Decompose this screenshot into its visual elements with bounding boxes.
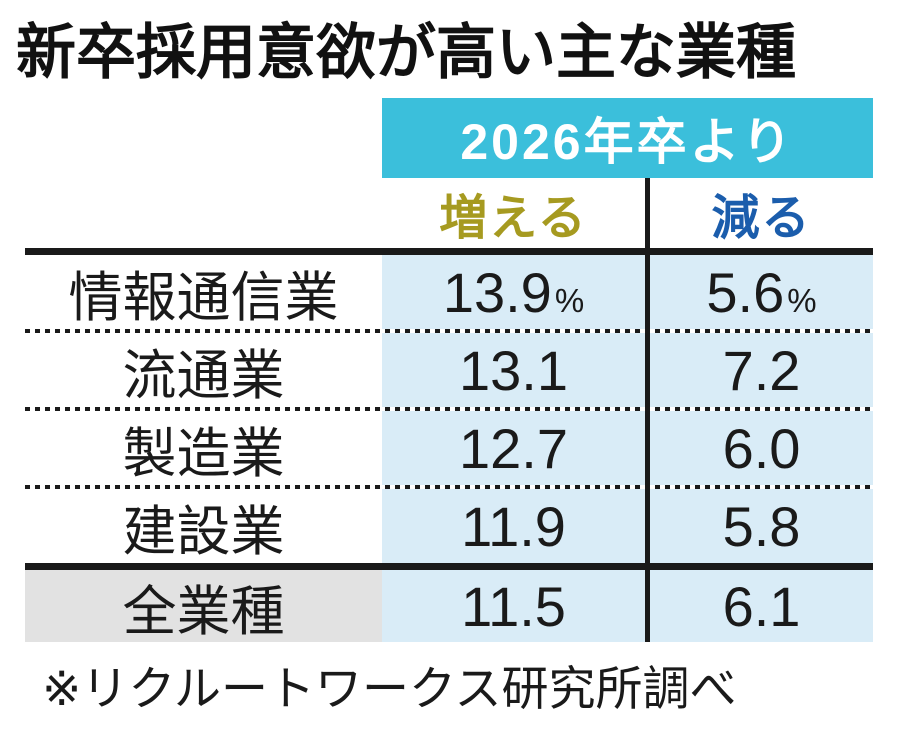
table-row-total: 全業種 11.5 6.1: [25, 570, 873, 642]
page-title: 新卒採用意欲が高い主な業種: [16, 19, 796, 86]
decrease-value: 5.6: [706, 260, 785, 324]
increase-column-header: 増える: [439, 192, 588, 245]
column-header-row: 増える 減る: [25, 178, 873, 248]
dotted-separator: [25, 329, 873, 333]
dotted-separator: [25, 407, 873, 411]
increase-value: 13.1: [459, 338, 568, 402]
increase-value-cell: 13.9%: [382, 255, 645, 329]
decrease-column-header: 減る: [711, 192, 812, 245]
row-label: 全業種: [25, 570, 382, 642]
increase-value: 11.9: [461, 494, 566, 558]
percent-unit: %: [554, 281, 585, 319]
decrease-value: 7.2: [722, 338, 801, 402]
increase-value-cell: 12.7: [382, 411, 645, 485]
decrease-value-cell: 5.6%: [650, 255, 873, 329]
increase-value: 11.5: [461, 574, 566, 638]
data-table: 増える 減る 情報通信業 13.9% 5.6% 流通業 13.1: [25, 178, 873, 642]
decrease-value-cell: 6.0: [650, 411, 873, 485]
decrease-value-cell: 7.2: [650, 333, 873, 407]
header-increase-cell: 増える: [382, 178, 645, 248]
increase-value-cell: 11.5: [382, 570, 645, 642]
increase-value: 12.7: [459, 416, 568, 480]
percent-unit: %: [787, 281, 817, 319]
thick-rule-top: [25, 248, 873, 255]
table-row: 流通業 13.1 7.2: [25, 333, 873, 407]
increase-value-cell: 13.1: [382, 333, 645, 407]
decrease-value-cell: 6.1: [650, 570, 873, 642]
banner-2026-grads: 2026年卒より: [382, 98, 873, 178]
table-row: 情報通信業 13.9% 5.6%: [25, 255, 873, 329]
increase-value-cell: 11.9: [382, 489, 645, 563]
header-decrease-cell: 減る: [650, 178, 873, 248]
header-label-spacer: [25, 178, 382, 248]
decrease-value-cell: 5.8: [650, 489, 873, 563]
decrease-value: 6.1: [722, 574, 801, 638]
decrease-value: 5.8: [722, 494, 801, 558]
row-label: 製造業: [25, 411, 382, 485]
row-label: 建設業: [25, 489, 382, 563]
column-divider-rule: [645, 178, 650, 642]
row-label: 流通業: [25, 333, 382, 407]
decrease-value: 6.0: [722, 416, 801, 480]
table-row: 建設業 11.9 5.8: [25, 489, 873, 563]
dotted-separator: [25, 485, 873, 489]
increase-value: 13.9: [442, 260, 552, 324]
table-row: 製造業 12.7 6.0: [25, 411, 873, 485]
thick-rule-total: [25, 563, 873, 570]
row-label: 情報通信業: [25, 255, 382, 329]
source-footnote: ※リクルートワークス研究所調べ: [42, 662, 737, 715]
